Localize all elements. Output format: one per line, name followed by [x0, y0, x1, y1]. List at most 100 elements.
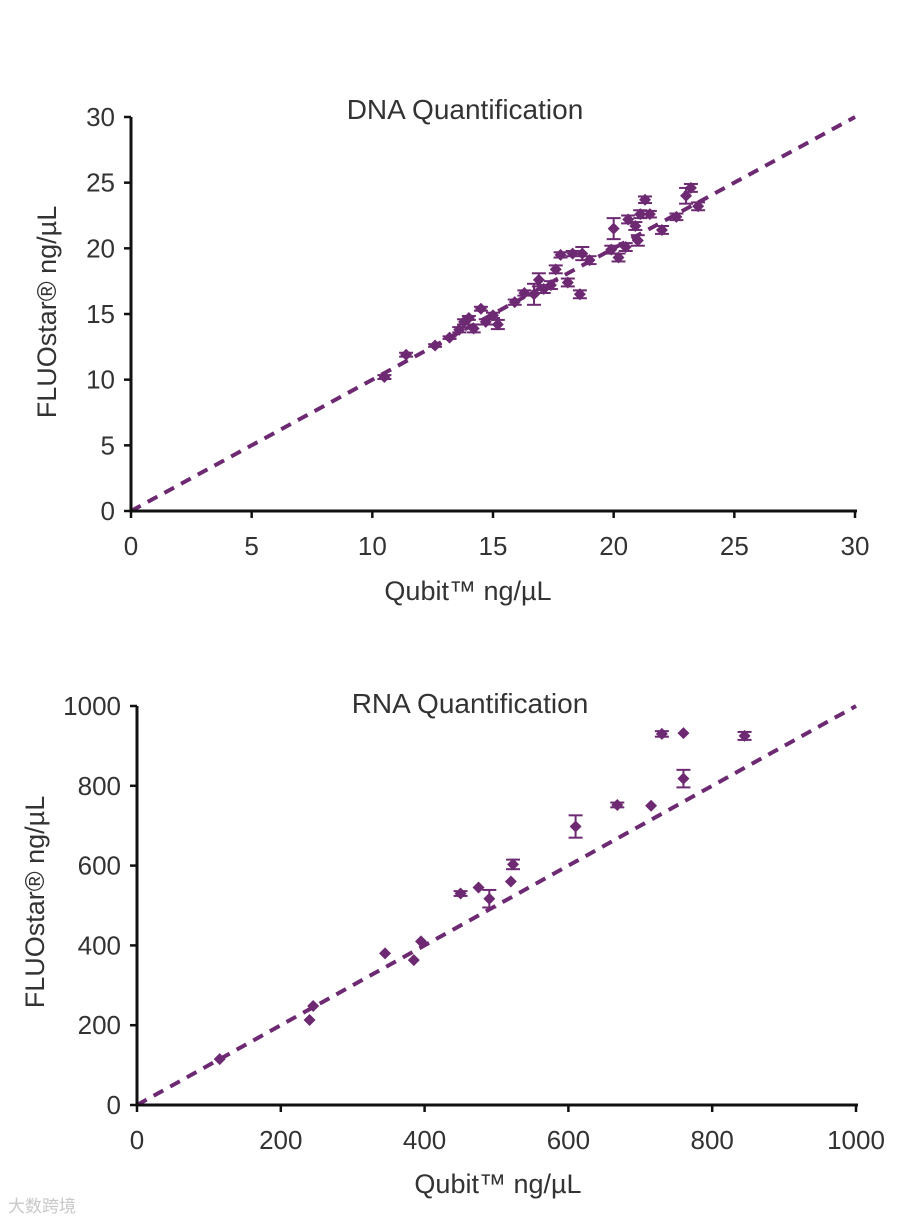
rna-point-3 — [379, 947, 392, 960]
rna-x-tick-label-3: 600 — [547, 1125, 590, 1155]
dna-point-marker — [639, 193, 652, 206]
dna-point-marker — [583, 254, 596, 267]
rna-point-marker — [677, 727, 690, 740]
rna-y-tick-label-3: 600 — [78, 851, 121, 881]
rna-x-tick-label-1: 200 — [259, 1125, 302, 1155]
rna-point-marker — [307, 1000, 320, 1013]
rna-point-marker — [379, 947, 392, 960]
rna-point-0 — [213, 1053, 226, 1066]
dna-point-19 — [553, 248, 568, 261]
rna-point-4 — [407, 954, 420, 967]
dna-point-marker — [619, 241, 632, 254]
dna-point-marker — [400, 348, 413, 361]
dna-point-marker — [487, 309, 499, 322]
rna-point-marker — [611, 798, 624, 811]
dna-y-tick-label-5: 25 — [86, 168, 115, 198]
dna-point-21 — [565, 247, 580, 260]
rna-ticks: 0 200 400 600 800 1000 0 200 400 600 800 1000 — [63, 691, 885, 1155]
dna-x-tick-label-0: 0 — [124, 531, 138, 561]
rna-x-tick-label-0: 0 — [130, 1125, 144, 1155]
rna-point-marker — [472, 881, 485, 894]
dna-point-marker — [508, 296, 521, 309]
rna-y-axis-label: FLUOstar® ng/µL — [20, 796, 50, 1009]
dna-point-20 — [560, 276, 575, 289]
dna-point-6 — [461, 311, 476, 324]
dna-point-34 — [642, 208, 657, 221]
dna-point-11 — [490, 318, 505, 331]
rna-y-tick-label-1: 200 — [78, 1010, 121, 1040]
dna-point-marker — [474, 302, 487, 315]
dna-reference-line — [130, 115, 856, 513]
dna-y-tick-label-1: 5 — [101, 430, 115, 460]
dna-x-tick-label-2: 10 — [358, 531, 387, 561]
dna-point-marker — [692, 200, 705, 213]
dna-y-tick-label-2: 10 — [86, 365, 115, 395]
dna-y-tick-label-4: 20 — [86, 233, 115, 263]
rna-point-marker — [504, 875, 517, 888]
rna-y-tick-label-0: 0 — [107, 1090, 121, 1120]
dna-chart: DNA Quantification 0 5 10 15 20 25 30 0 5 10 15 20 2… — [32, 94, 869, 606]
dna-point-marker — [631, 234, 644, 247]
rna-point-14 — [654, 727, 669, 740]
rna-y-tick-label-5: 1000 — [63, 691, 121, 721]
dna-point-24 — [582, 254, 597, 267]
rna-point-5 — [415, 935, 428, 948]
rna-point-10 — [506, 858, 521, 871]
dna-point-35 — [654, 223, 669, 236]
dna-point-marker — [566, 247, 579, 260]
dna-point-marker — [462, 311, 475, 324]
rna-point-marker — [645, 799, 658, 812]
dna-x-tick-label-5: 25 — [720, 531, 749, 561]
dna-point-marker — [643, 208, 656, 221]
dna-point-36 — [669, 210, 684, 223]
dna-point-marker — [528, 288, 541, 301]
dna-point-0 — [377, 371, 392, 384]
rna-reference-line — [136, 704, 857, 1107]
dna-y-tick-label-6: 30 — [86, 102, 115, 132]
dna-point-marker — [561, 276, 574, 289]
dna-y-tick-label-3: 15 — [86, 299, 115, 329]
rna-point-11 — [568, 814, 583, 839]
dna-point-marker — [532, 273, 545, 286]
dna-point-26 — [606, 217, 621, 241]
dna-x-axis-label: Qubit™ ng/µL — [384, 576, 551, 606]
rna-x-tick-label-5: 1000 — [827, 1125, 885, 1155]
dna-point-marker — [467, 322, 480, 335]
rna-x-axis-label: Qubit™ ng/µL — [414, 1169, 581, 1199]
dna-point-marker — [378, 371, 391, 384]
dna-chart-title: DNA Quantification — [347, 94, 584, 125]
watermark: 大数跨境 — [8, 1197, 76, 1217]
dna-point-28 — [618, 241, 633, 254]
dna-point-marker — [544, 279, 557, 292]
rna-x-tick-label-2: 400 — [403, 1125, 446, 1155]
dna-point-38 — [683, 181, 698, 194]
dna-point-marker — [491, 318, 504, 331]
rna-point-marker — [213, 1053, 226, 1066]
rna-chart: RNA Quantification 0 200 400 600 800 1000 0 200… — [20, 688, 885, 1199]
rna-point-9 — [504, 875, 517, 888]
rna-point-marker — [407, 954, 420, 967]
rna-reference-line-group — [136, 704, 857, 1107]
rna-y-tick-label-4: 800 — [78, 771, 121, 801]
dna-x-tick-label-3: 15 — [479, 531, 508, 561]
dna-point-2 — [428, 339, 443, 352]
rna-point-marker — [415, 935, 428, 948]
dna-point-marker — [670, 210, 683, 223]
dna-point-marker — [607, 222, 620, 235]
rna-point-17 — [737, 729, 752, 742]
dna-point-31 — [630, 234, 645, 247]
dna-point-3 — [442, 331, 457, 344]
rna-point-2 — [307, 1000, 320, 1013]
rna-point-15 — [677, 727, 690, 740]
dna-point-14 — [527, 282, 542, 306]
rna-point-marker — [303, 1014, 316, 1027]
dna-point-marker — [549, 263, 562, 276]
dna-point-marker — [518, 286, 531, 299]
dna-point-marker — [573, 288, 586, 301]
dna-point-7 — [466, 322, 481, 335]
dna-point-marker — [429, 339, 442, 352]
dna-point-39 — [691, 200, 706, 213]
rna-point-12 — [610, 798, 625, 811]
dna-point-marker — [612, 251, 625, 264]
